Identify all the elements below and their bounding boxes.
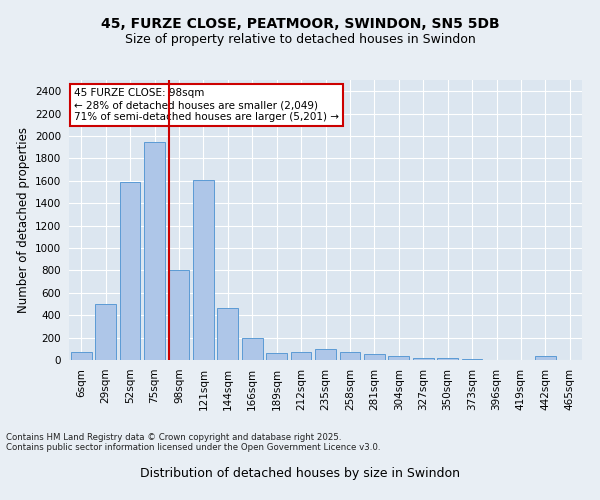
- Bar: [217, 308, 238, 360]
- Bar: [169, 270, 190, 360]
- Text: 45, FURZE CLOSE, PEATMOOR, SWINDON, SN5 5DB: 45, FURZE CLOSE, PEATMOOR, SWINDON, SN5 …: [101, 18, 499, 32]
- Bar: [119, 182, 140, 360]
- Bar: [388, 356, 409, 360]
- Bar: [144, 142, 165, 360]
- Bar: [193, 180, 214, 360]
- Text: 45 FURZE CLOSE: 98sqm
← 28% of detached houses are smaller (2,049)
71% of semi-d: 45 FURZE CLOSE: 98sqm ← 28% of detached …: [74, 88, 339, 122]
- Text: Size of property relative to detached houses in Swindon: Size of property relative to detached ho…: [125, 32, 475, 46]
- Bar: [71, 352, 92, 360]
- Bar: [340, 352, 361, 360]
- Y-axis label: Number of detached properties: Number of detached properties: [17, 127, 29, 313]
- Bar: [535, 356, 556, 360]
- Bar: [290, 352, 311, 360]
- Text: Contains HM Land Registry data © Crown copyright and database right 2025.
Contai: Contains HM Land Registry data © Crown c…: [6, 433, 380, 452]
- Bar: [364, 354, 385, 360]
- Bar: [95, 304, 116, 360]
- Bar: [242, 338, 263, 360]
- Text: Distribution of detached houses by size in Swindon: Distribution of detached houses by size …: [140, 467, 460, 480]
- Bar: [437, 358, 458, 360]
- Bar: [413, 358, 434, 360]
- Bar: [315, 349, 336, 360]
- Bar: [266, 352, 287, 360]
